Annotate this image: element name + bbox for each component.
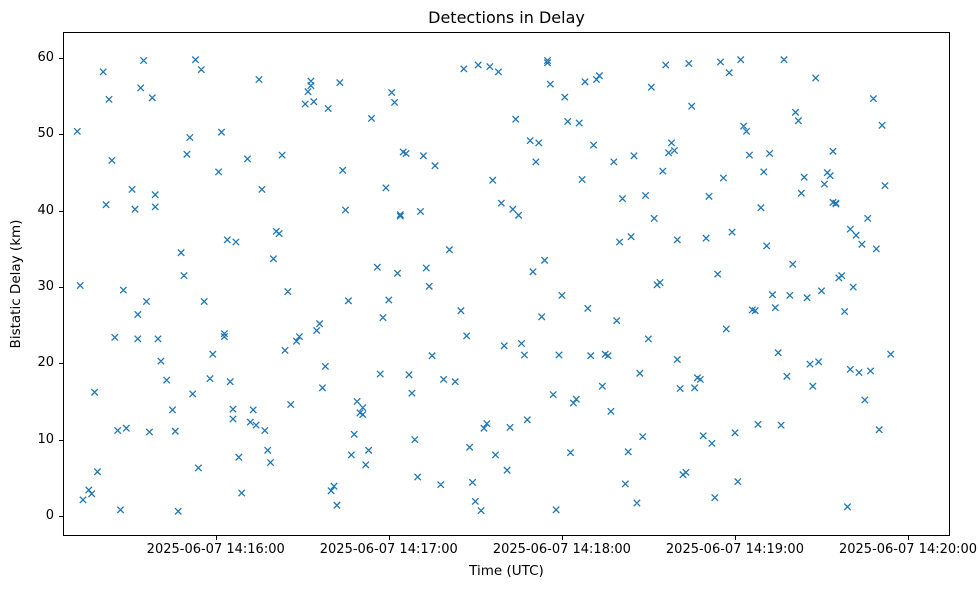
x-tick-mark	[561, 536, 563, 540]
y-tick-mark	[59, 439, 63, 441]
y-tick-mark	[59, 58, 63, 60]
scatter-marker-path	[73, 56, 895, 515]
x-tick-label: 2025-06-07 14:18:00	[492, 542, 631, 557]
x-axis-label: Time (UTC)	[469, 563, 544, 579]
scatter-points-canvas	[73, 56, 895, 515]
y-tick-label: 60	[37, 50, 54, 66]
y-tick-label: 20	[37, 355, 54, 371]
plot-area	[63, 32, 950, 536]
x-tick-mark	[908, 536, 910, 540]
x-tick-mark	[388, 536, 390, 540]
x-tick-label: 2025-06-07 14:16:00	[146, 542, 285, 557]
y-tick-label: 30	[37, 279, 54, 295]
y-tick-mark	[59, 134, 63, 136]
y-tick-mark	[59, 210, 63, 212]
y-tick-mark	[59, 515, 63, 517]
x-tick-mark	[215, 536, 217, 540]
y-tick-label: 40	[37, 202, 54, 218]
x-tick-label: 2025-06-07 14:19:00	[665, 542, 804, 557]
y-tick-label: 50	[37, 126, 54, 142]
y-tick-mark	[59, 287, 63, 289]
y-tick-label: 10	[37, 431, 54, 447]
x-tick-label: 2025-06-07 14:20:00	[838, 542, 978, 557]
y-tick-label: 0	[45, 507, 54, 523]
x-tick-label: 2025-06-07 14:17:00	[319, 542, 458, 557]
y-tick-mark	[59, 363, 63, 365]
chart-title: Detections in Delay	[428, 8, 585, 27]
x-tick-mark	[734, 536, 736, 540]
